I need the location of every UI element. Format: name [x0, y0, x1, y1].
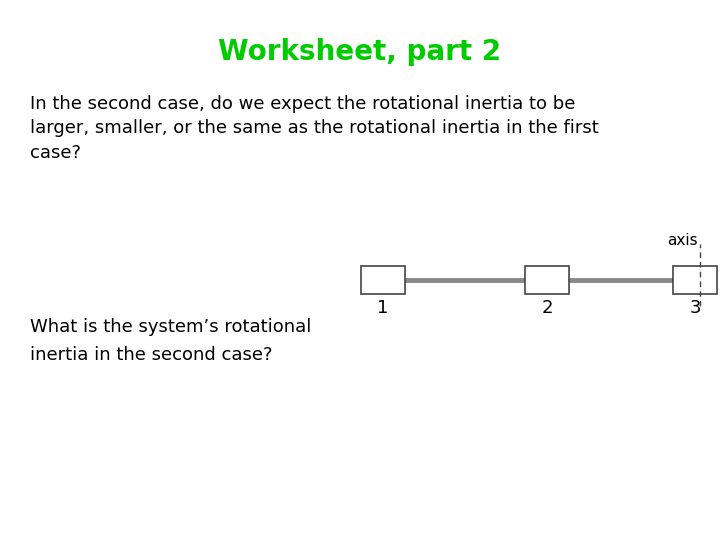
Text: axis: axis: [667, 233, 698, 248]
Bar: [673, 266, 717, 294]
Text: 2: 2: [541, 299, 553, 317]
Text: 3: 3: [689, 299, 701, 317]
Text: 1: 1: [377, 299, 389, 317]
Bar: [361, 266, 405, 294]
Text: What is the system’s rotational
inertia in the second case?: What is the system’s rotational inertia …: [30, 318, 311, 364]
Text: Worksheet, part 2: Worksheet, part 2: [218, 38, 502, 66]
Bar: [525, 266, 569, 294]
Text: In the second case, do we expect the rotational inertia to be
larger, smaller, o: In the second case, do we expect the rot…: [30, 95, 599, 161]
